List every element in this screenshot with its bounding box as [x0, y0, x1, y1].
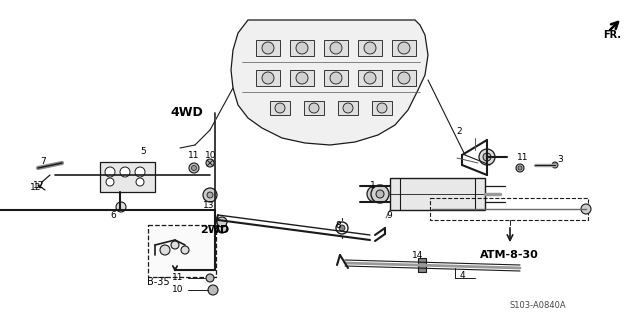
Circle shape — [207, 192, 213, 198]
Circle shape — [339, 225, 345, 231]
Text: 2WD: 2WD — [200, 225, 229, 235]
Circle shape — [377, 103, 387, 113]
Circle shape — [581, 204, 591, 214]
Bar — [358, 40, 382, 56]
Bar — [290, 40, 314, 56]
Text: 12: 12 — [33, 181, 44, 189]
Text: 10: 10 — [172, 286, 183, 294]
Text: 3: 3 — [557, 155, 563, 165]
Text: FR.: FR. — [603, 30, 621, 40]
Circle shape — [483, 153, 491, 161]
Text: 7: 7 — [40, 158, 45, 167]
Circle shape — [217, 217, 227, 227]
Text: 9: 9 — [386, 211, 392, 219]
Text: S103-A0840A: S103-A0840A — [510, 300, 566, 309]
Circle shape — [516, 164, 524, 172]
Bar — [304, 101, 324, 115]
Circle shape — [189, 163, 199, 173]
Circle shape — [181, 246, 189, 254]
Circle shape — [262, 42, 274, 54]
Circle shape — [120, 167, 130, 177]
Text: 11: 11 — [188, 151, 200, 160]
Bar — [290, 70, 314, 86]
Text: 5: 5 — [140, 147, 146, 157]
Circle shape — [552, 162, 558, 168]
Text: 1: 1 — [370, 181, 376, 189]
Circle shape — [275, 103, 285, 113]
Circle shape — [206, 274, 214, 282]
Bar — [392, 40, 416, 56]
Circle shape — [105, 167, 115, 177]
Circle shape — [296, 72, 308, 84]
Bar — [256, 70, 280, 86]
Text: 8: 8 — [335, 220, 340, 229]
Bar — [390, 178, 485, 210]
Circle shape — [479, 149, 495, 165]
Circle shape — [364, 42, 376, 54]
Circle shape — [518, 166, 522, 170]
Text: 6: 6 — [110, 211, 116, 219]
Bar — [148, 225, 216, 277]
Bar — [324, 70, 348, 86]
Circle shape — [171, 241, 179, 249]
Text: 10: 10 — [205, 151, 216, 160]
Circle shape — [203, 188, 217, 202]
Bar — [338, 101, 358, 115]
Text: B-35: B-35 — [147, 277, 170, 287]
Circle shape — [296, 42, 308, 54]
Circle shape — [206, 159, 214, 167]
Text: 13: 13 — [203, 201, 214, 210]
Text: 4WD: 4WD — [170, 107, 203, 120]
Text: 12: 12 — [30, 183, 42, 192]
Circle shape — [364, 72, 376, 84]
Circle shape — [106, 178, 114, 186]
Text: 11: 11 — [517, 153, 529, 162]
Text: 11: 11 — [172, 273, 183, 283]
Circle shape — [398, 72, 410, 84]
Circle shape — [371, 185, 389, 203]
Bar — [372, 101, 392, 115]
Circle shape — [208, 285, 218, 295]
Circle shape — [309, 103, 319, 113]
Circle shape — [191, 166, 196, 170]
Bar — [324, 40, 348, 56]
Text: 14: 14 — [412, 250, 424, 259]
Text: 4: 4 — [460, 271, 466, 279]
Bar — [256, 40, 280, 56]
Bar — [270, 101, 290, 115]
Circle shape — [398, 42, 410, 54]
Circle shape — [343, 103, 353, 113]
Circle shape — [330, 42, 342, 54]
Circle shape — [116, 202, 126, 212]
Polygon shape — [231, 20, 428, 145]
Bar — [418, 258, 426, 272]
Circle shape — [160, 245, 170, 255]
Bar — [100, 162, 155, 192]
Text: ATM-8-30: ATM-8-30 — [480, 250, 539, 260]
Circle shape — [262, 72, 274, 84]
Circle shape — [136, 178, 144, 186]
Bar — [392, 70, 416, 86]
Bar — [358, 70, 382, 86]
Circle shape — [217, 223, 227, 233]
Circle shape — [376, 190, 384, 198]
Circle shape — [330, 72, 342, 84]
Circle shape — [135, 167, 145, 177]
Bar — [430, 198, 588, 220]
Circle shape — [367, 186, 383, 202]
Text: 2: 2 — [456, 128, 461, 137]
